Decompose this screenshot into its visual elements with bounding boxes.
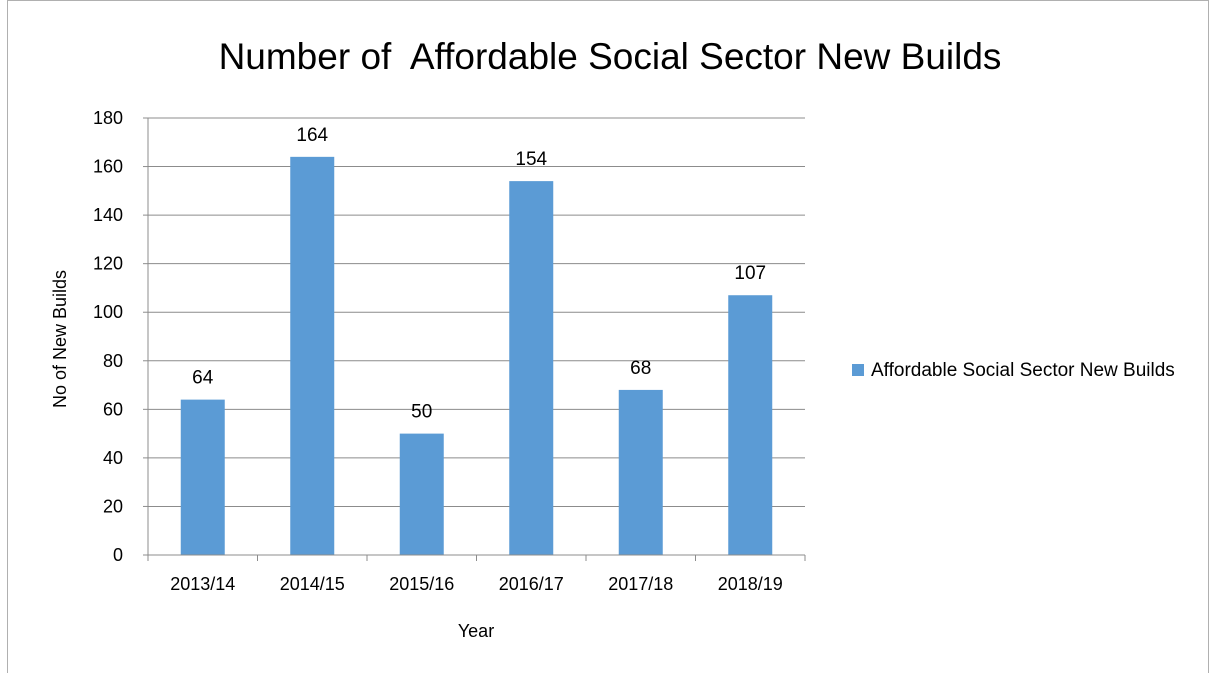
chart-title: Number of Affordable Social Sector New B… [218, 36, 1002, 77]
bar [399, 433, 444, 555]
axes: 0 20 40 60 80 100 120 140 160 180 2013/14 2014/15 20… [93, 108, 806, 594]
x-axis-title: Year [458, 621, 494, 641]
y-tick-label: 80 [103, 351, 123, 371]
y-tick-label: 20 [103, 496, 123, 516]
bars [180, 156, 773, 555]
x-tick-label: 2015/16 [389, 574, 454, 594]
chart-area [7, 0, 1209, 673]
data-label: 50 [411, 402, 432, 423]
legend-label: Affordable Social Sector New Builds [871, 360, 1175, 381]
bar [180, 399, 225, 555]
y-tick-label: 60 [103, 399, 123, 419]
data-label: 68 [630, 358, 651, 379]
y-tick-label: 160 [93, 157, 123, 177]
x-tick-label: 2016/17 [499, 574, 564, 594]
y-tick-label: 180 [93, 108, 123, 128]
data-labels: 64 164 50 154 68 107 [192, 125, 766, 423]
data-label: 64 [192, 368, 214, 389]
x-tick-label: 2017/18 [608, 574, 673, 594]
gridlines [148, 117, 805, 507]
y-tick-label: 40 [103, 448, 123, 468]
y-tick-label: 140 [93, 205, 123, 225]
data-label: 107 [734, 263, 766, 284]
y-tick-label: 100 [93, 302, 123, 322]
bar [618, 389, 663, 555]
y-axis-title: No of New Builds [50, 270, 70, 408]
bar [290, 156, 335, 555]
x-tick-label: 2018/19 [718, 574, 783, 594]
data-label: 154 [515, 149, 547, 170]
y-tick-label: 0 [113, 545, 123, 565]
bar [509, 181, 554, 555]
y-tick-label: 120 [93, 254, 123, 274]
data-label: 164 [296, 125, 328, 146]
x-tick-label: 2013/14 [170, 574, 235, 594]
bar [728, 295, 773, 555]
legend-swatch [852, 364, 864, 376]
x-tick-label: 2014/15 [280, 574, 345, 594]
